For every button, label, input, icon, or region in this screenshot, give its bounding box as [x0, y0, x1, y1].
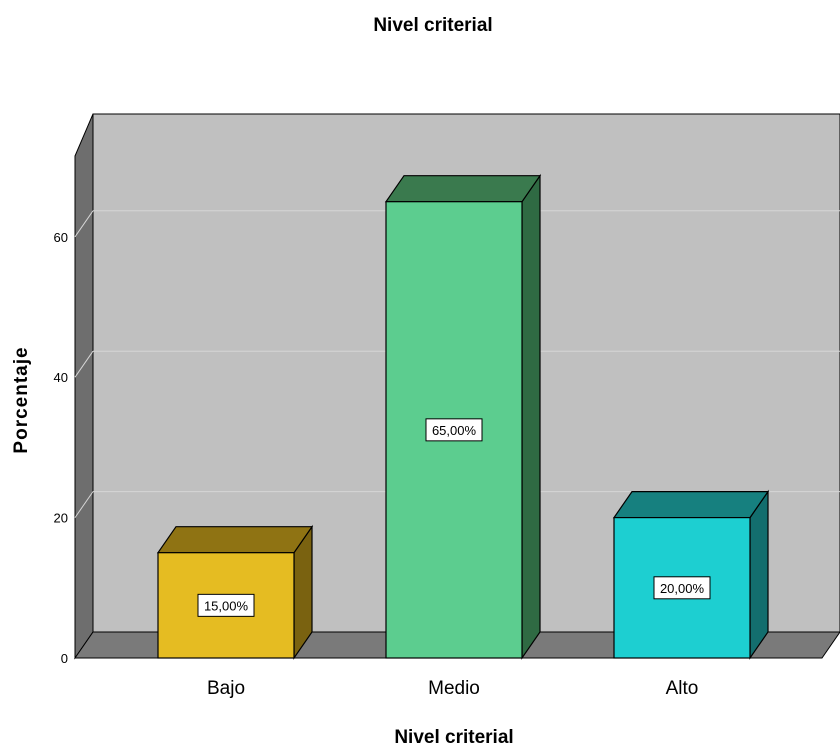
- data-label: 15,00%: [204, 598, 249, 613]
- gridline-left: [74, 210, 94, 238]
- bar-medio: 65,00%: [384, 173, 542, 660]
- data-label: 20,00%: [660, 581, 705, 596]
- y-tick-label: 40: [54, 370, 68, 385]
- chart-title: Nivel criterial: [373, 15, 492, 36]
- bar-top: [384, 175, 542, 203]
- x-tick-label: Alto: [666, 678, 699, 699]
- bar-top: [612, 491, 770, 519]
- x-tick-label: Medio: [428, 678, 480, 699]
- y-tick-label: 60: [54, 230, 68, 245]
- data-label-box: [425, 418, 483, 442]
- data-label: 65,00%: [432, 423, 477, 438]
- gridline-left: [74, 491, 94, 518]
- bar-bajo: 15,00%: [156, 524, 314, 660]
- y-axis-title: Porcentaje: [11, 346, 32, 453]
- bar-side: [521, 173, 541, 660]
- bar-top: [156, 526, 314, 554]
- bar-alto: 20,00%: [612, 489, 770, 660]
- y-tick-label: 0: [61, 651, 68, 666]
- y-tick-label: 20: [54, 511, 68, 526]
- x-axis-title: Nivel criterial: [394, 727, 513, 748]
- gridline-left: [74, 350, 94, 378]
- data-label-box: [197, 593, 255, 617]
- data-label-box: [653, 576, 711, 600]
- bar-side: [749, 489, 769, 660]
- x-tick-label: Bajo: [207, 678, 245, 699]
- left-wall: [74, 113, 94, 660]
- bar-front: [385, 201, 523, 659]
